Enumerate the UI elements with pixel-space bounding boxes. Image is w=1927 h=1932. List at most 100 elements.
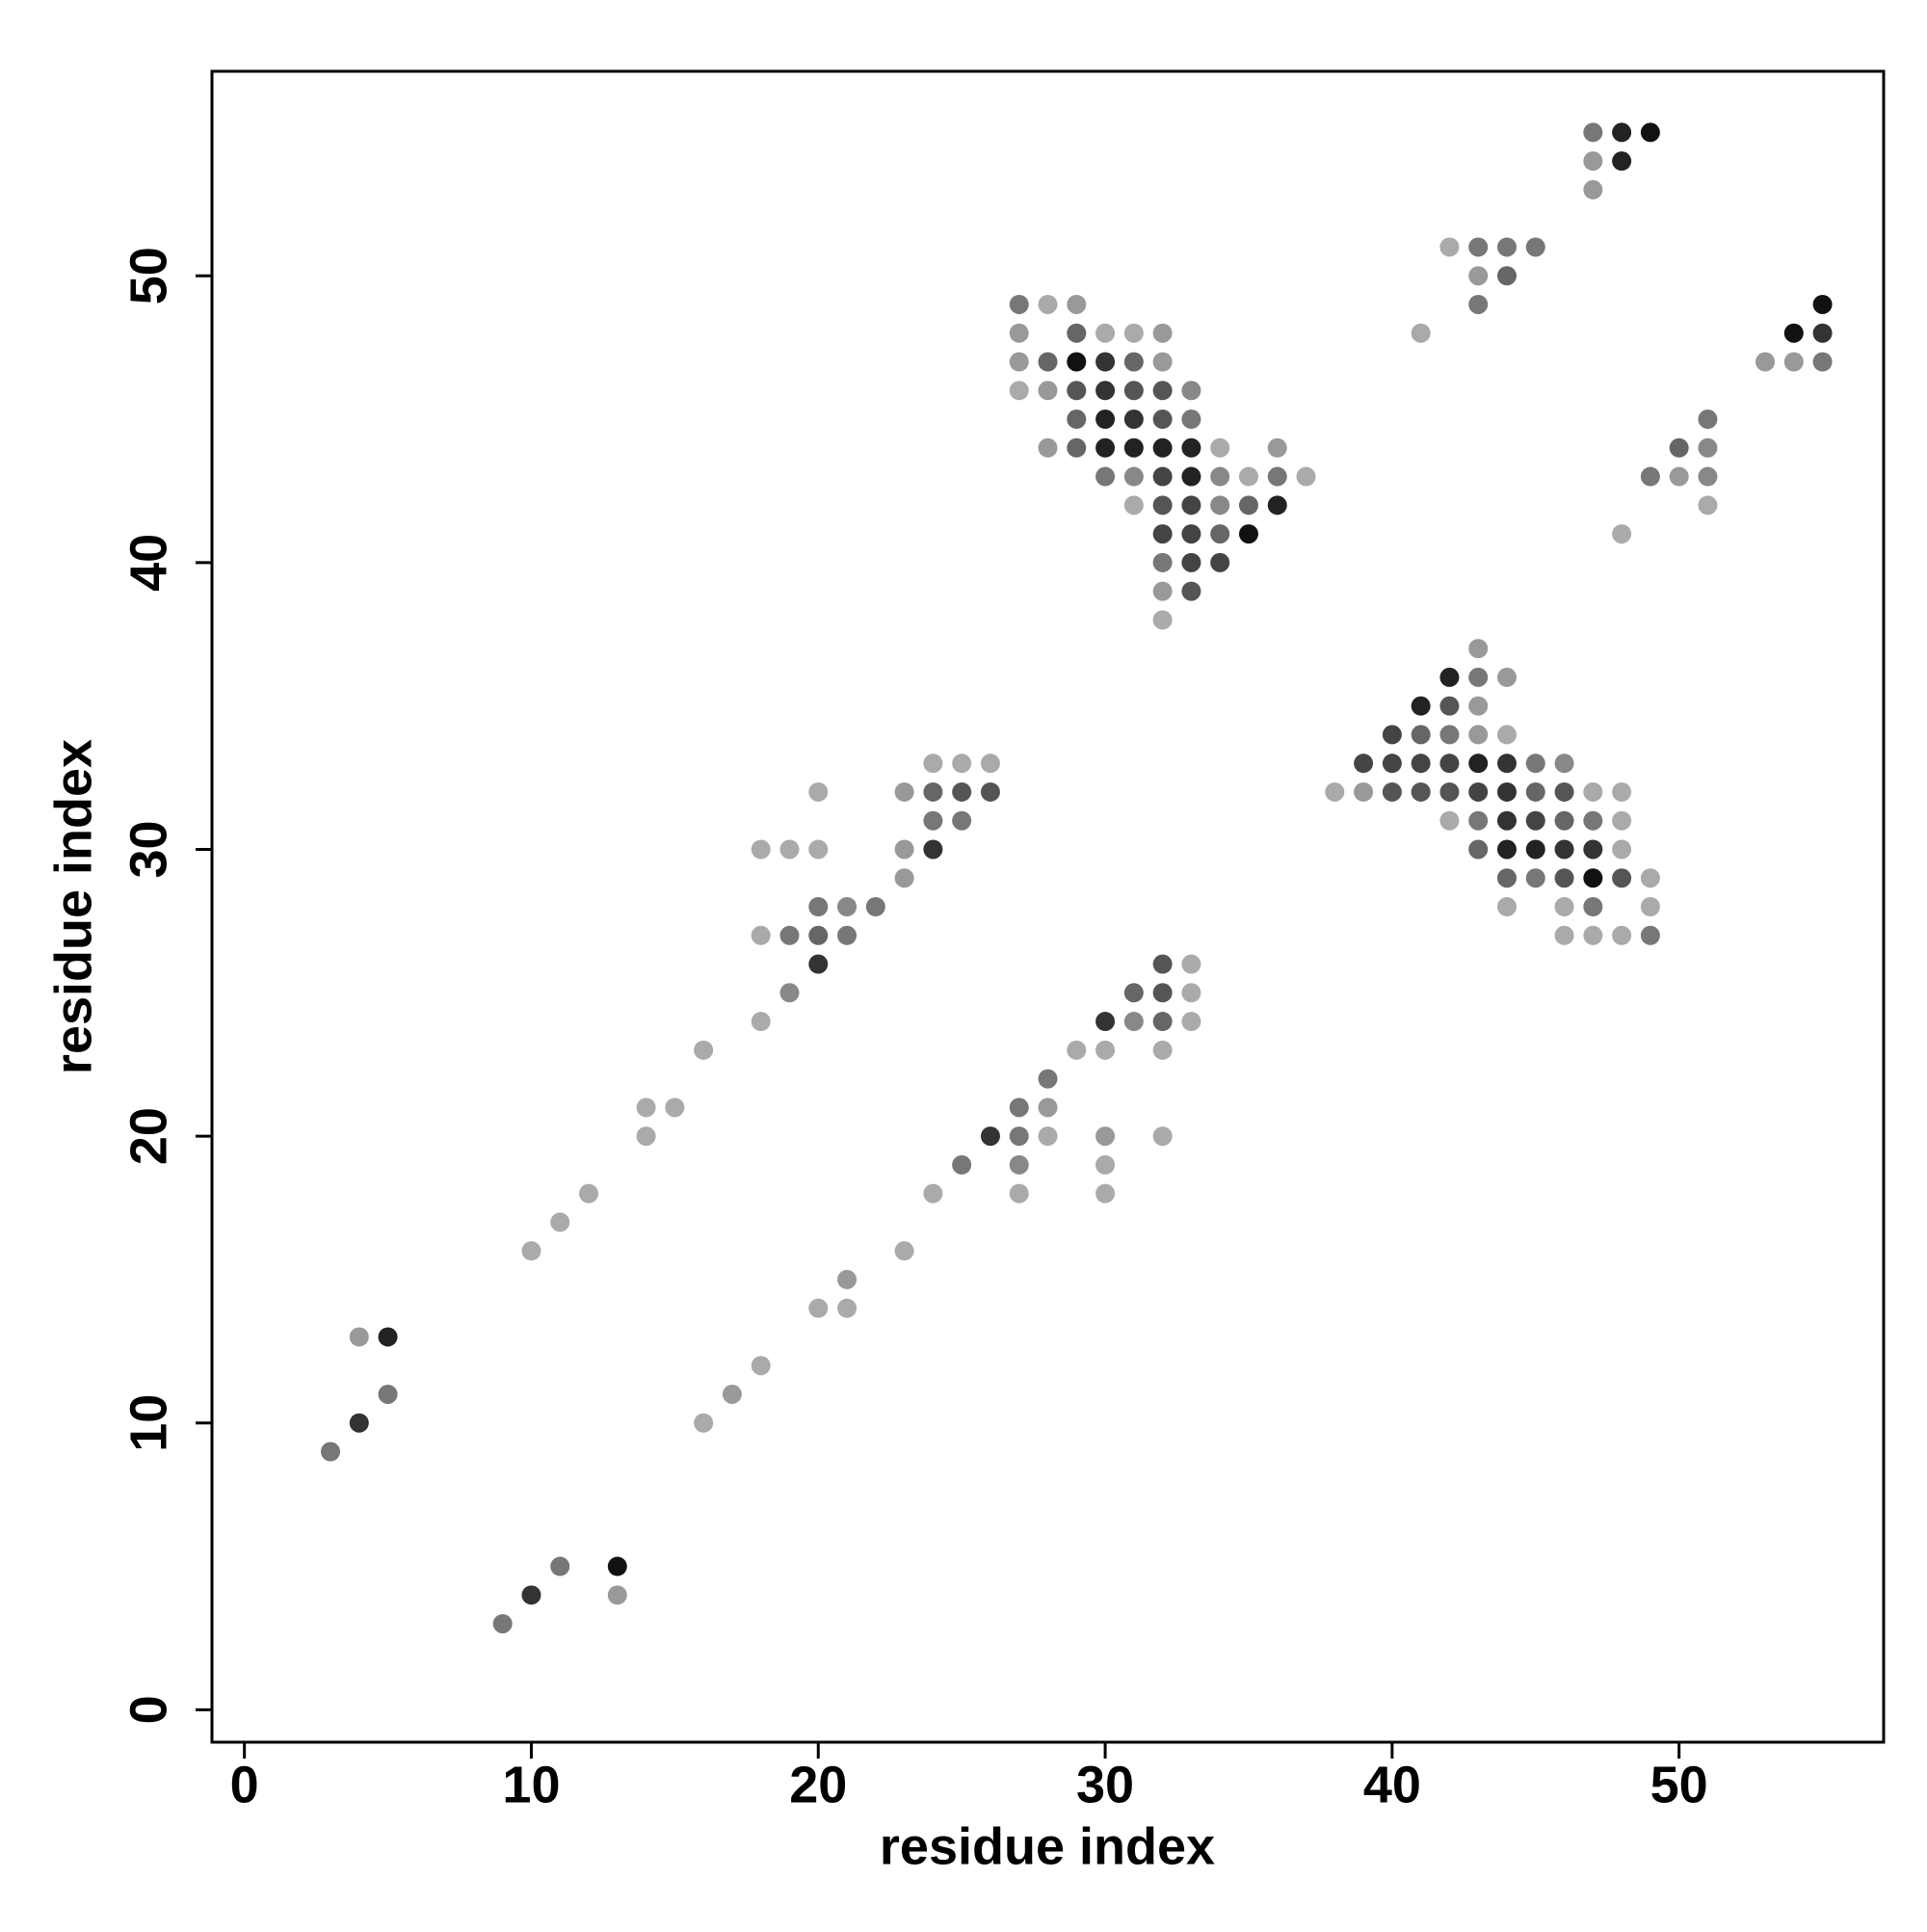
contact-point [1067,294,1087,314]
contact-point [923,754,943,774]
contact-point [1095,1012,1116,1032]
y-tick-label: 40 [119,534,177,592]
contact-point [1496,667,1517,687]
contact-point [1181,466,1201,487]
contact-point [1152,323,1173,343]
contact-point [1812,323,1833,343]
contact-point [378,1327,398,1347]
contact-point [1411,323,1431,343]
contact-point [1095,466,1116,487]
contact-point [1181,495,1201,516]
contact-point [1612,151,1632,172]
contact-point [1152,410,1173,430]
contact-point [1009,1098,1029,1118]
contact-point [1382,725,1402,745]
contact-point [1439,725,1460,745]
contact-point [320,1442,340,1462]
contact-point [1267,466,1287,487]
contact-point [1583,810,1603,831]
contact-point [1238,466,1258,487]
contact-point [808,1298,829,1318]
contact-point [1210,437,1230,458]
contact-point [521,1241,541,1261]
contact-point [1354,754,1374,774]
contact-point [636,1126,656,1147]
contact-point [1152,610,1173,630]
contact-point [1554,754,1574,774]
contact-point [1123,410,1144,430]
contact-point [1152,581,1173,601]
contact-point [1496,725,1517,745]
contact-point [694,1040,714,1060]
contact-point [1095,381,1116,401]
contact-point [1468,839,1489,860]
x-tick-label: 50 [1650,1756,1708,1813]
contact-point [1067,437,1087,458]
contact-point [1411,725,1431,745]
contact-point [1095,410,1116,430]
contact-point [837,897,858,916]
contact-point [1152,437,1173,458]
contact-point [1067,381,1087,401]
contact-point [1583,781,1603,802]
contact-point [1095,323,1116,343]
x-tick-label: 10 [502,1756,560,1813]
contact-point [1123,323,1144,343]
contact-point [1038,1069,1058,1089]
contact-point [1640,897,1660,916]
contact-point [1496,781,1517,802]
contact-point [1009,1183,1029,1204]
contact-point [1554,868,1574,888]
x-tick-label: 40 [1363,1756,1421,1813]
contact-point [779,925,800,945]
x-tick-label: 30 [1076,1756,1134,1813]
contact-point [1267,495,1287,516]
contact-point [894,781,914,802]
contact-point [1354,781,1374,802]
contact-point [1067,323,1087,343]
contact-point [1496,266,1517,286]
contact-point [923,810,943,831]
contact-point [1181,381,1201,401]
contact-point [923,1183,943,1204]
contact-point [607,1585,627,1605]
contact-point [1612,839,1632,860]
contact-point [579,1183,599,1204]
contact-point [952,810,972,831]
contact-point [1210,524,1230,544]
contact-point [1640,466,1660,487]
contact-point [894,1241,914,1261]
contact-point [1612,925,1632,945]
contact-point [1152,1126,1173,1147]
contact-point [1525,781,1545,802]
contact-point [1583,925,1603,945]
contact-point [952,754,972,774]
contact-point [1812,294,1833,314]
contact-point [952,1154,972,1175]
contact-point [1612,810,1632,831]
contact-point [1382,754,1402,774]
contact-point [1783,352,1804,372]
contact-point [1181,581,1201,601]
contact-point [1496,754,1517,774]
contact-point [1669,437,1689,458]
contact-point [1152,983,1173,1003]
contact-point [1812,352,1833,372]
contact-point [550,1556,570,1576]
contact-point [751,839,771,860]
contact-point [1095,352,1116,372]
contact-point [1583,151,1603,172]
contact-point [1698,495,1718,516]
contact-point [1210,495,1230,516]
contact-point [1152,495,1173,516]
contact-point [1554,925,1574,945]
y-tick-label: 10 [119,1394,177,1452]
contact-point [1382,781,1402,802]
contact-point [1095,1126,1116,1147]
contact-point [837,1298,858,1318]
contact-point [808,954,829,974]
contact-point [492,1614,513,1634]
contact-point [1612,122,1632,143]
contact-point [1525,754,1545,774]
contact-point [1468,237,1489,257]
